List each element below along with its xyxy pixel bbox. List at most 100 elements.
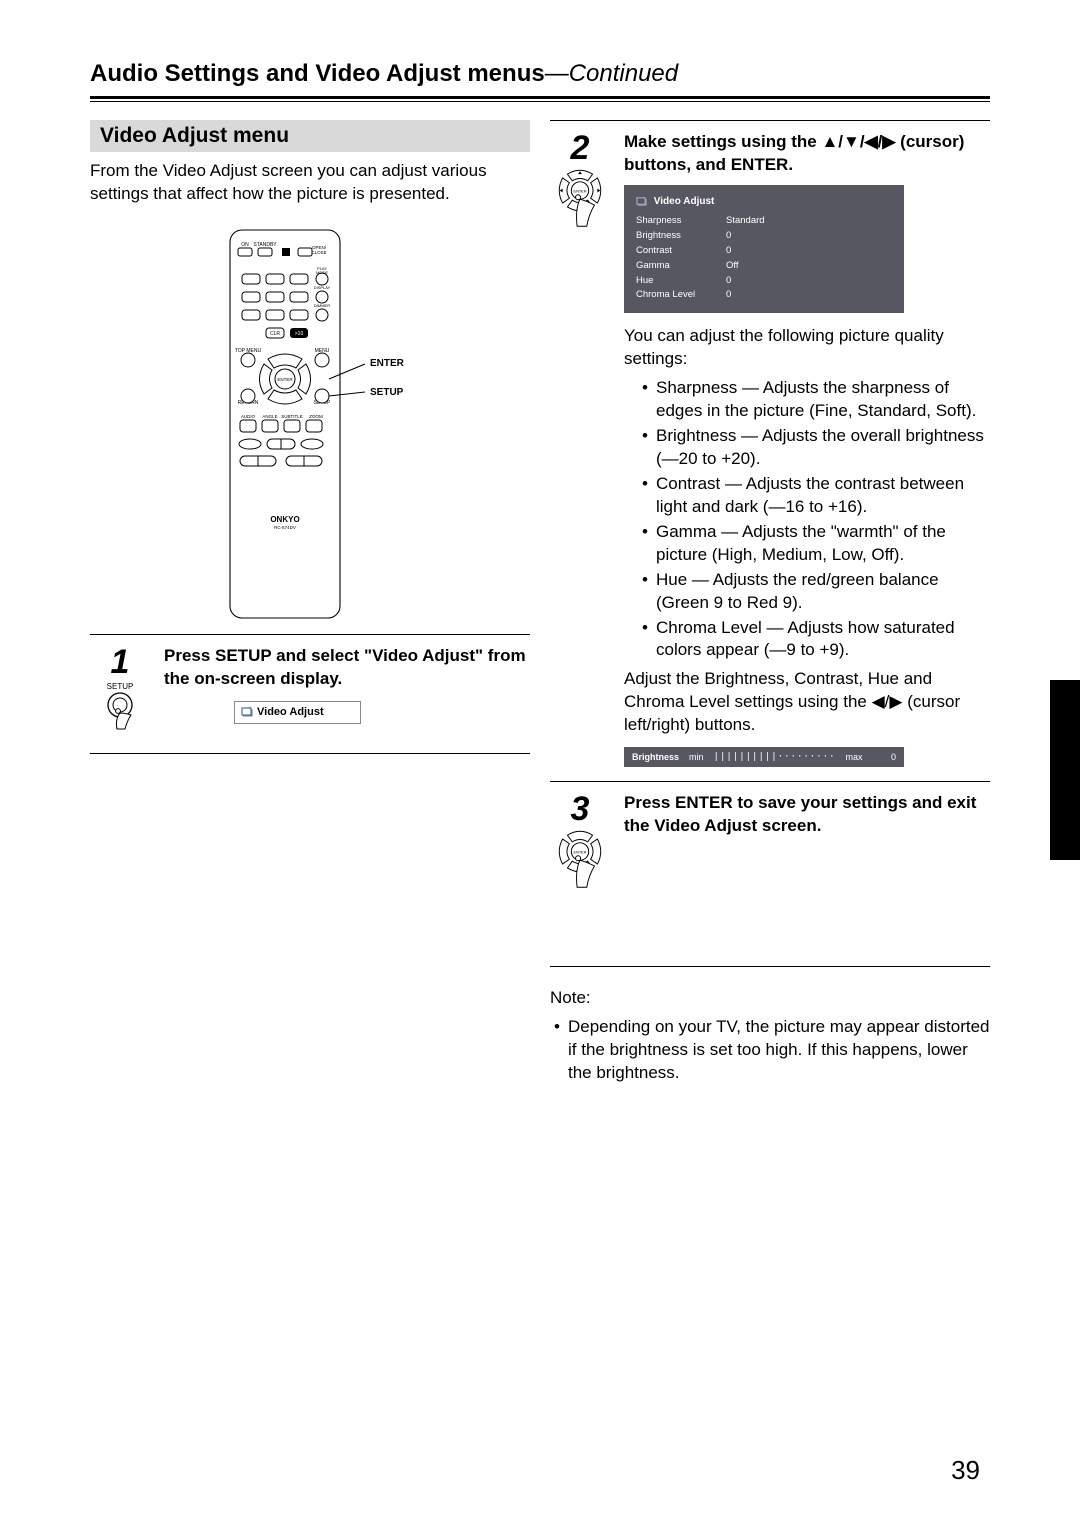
note-heading: Note: [550,987,990,1010]
section-heading: Video Adjust menu [90,120,530,152]
page-title-continued: —Continued [545,60,678,87]
step1-text: Press SETUP and select "Video Adjust" fr… [164,645,530,724]
svg-text:ENTER: ENTER [277,377,293,382]
step2-text: Make settings using the ▲/▼/◀/▶ (cursor)… [624,131,990,771]
remote-model: RC-574DV [274,525,296,530]
dpad-enter-icon: ENTER [552,826,608,906]
osd-panel-title-text: Video Adjust [654,196,715,207]
page-title-main: Audio Settings and Video Adjust menus [90,60,545,87]
remote-label-close: CLOSE [311,250,326,255]
svg-text:SUBTITLE: SUBTITLE [281,414,303,419]
step1-rule-bottom [90,753,530,754]
svg-text:ENTER: ENTER [573,851,586,855]
page-side-tab [1050,680,1080,860]
osd-row-value: 0 [726,289,806,302]
osd-panel-row: SharpnessStandard [636,214,892,229]
step2-number: 2 [558,131,602,165]
step3-text: Press ENTER to save your settings and ex… [624,792,990,838]
osd-row-label: Contrast [636,245,726,258]
page-number: 39 [951,1455,980,1486]
step2-heading: Make settings using the ▲/▼/◀/▶ (cursor)… [624,131,990,177]
right-column: 2 ENTER Make settings using t [550,120,990,1091]
slider-value: 0 [891,751,896,763]
callout-setup: SETUP [370,387,404,398]
step1-left: 1 SETUP [90,645,150,739]
left-column: Video Adjust menu From the Video Adjust … [90,120,530,1091]
remote-brand: ONKYO [270,515,299,524]
step2-bullets: Sharpness — Adjusts the sharpness of edg… [642,377,990,662]
osd-row-label: Chroma Level [636,289,726,302]
bullet-item: Contrast — Adjusts the contrast between … [642,473,990,519]
note-bullet: Depending on your TV, the picture may ap… [554,1016,990,1085]
svg-text:DIMMER: DIMMER [314,303,330,308]
step-2: 2 ENTER Make settings using t [550,131,990,771]
step1-rule-top [90,634,530,635]
osd-row-value: Off [726,260,806,273]
step2-left: 2 ENTER [550,131,610,245]
step1-number: 1 [98,645,142,679]
osd-row-label: Brightness [636,230,726,243]
slider-ticks: ||||||||||········· [714,751,836,763]
svg-text:ZOOM: ZOOM [309,414,323,419]
step3-bold: Press ENTER to save your settings and ex… [624,793,976,835]
step3-rule-bottom [550,966,990,967]
slider-label: Brightness [632,751,679,763]
content-columns: Video Adjust menu From the Video Adjust … [90,120,990,1091]
osd-panel-row: Hue0 [636,274,892,289]
slider-max: max [845,751,862,763]
step1-osd-label: Video Adjust [257,706,324,718]
remote-label-on: ON [241,242,249,248]
step3-number: 3 [558,792,602,826]
note-section: Note: Depending on your TV, the picture … [550,987,990,1085]
step2-rule-top [550,120,990,121]
svg-text:>10: >10 [295,331,304,337]
svg-text:ENTER: ENTER [573,189,586,193]
osd-panel-row: Contrast0 [636,244,892,259]
bullet-item: Sharpness — Adjusts the sharpness of edg… [642,377,990,423]
osd-panel-title: Video Adjust [636,195,892,209]
slider-min: min [689,751,704,763]
osd-panel-row: GammaOff [636,259,892,274]
callout-enter: ENTER [370,358,405,369]
osd-row-value: 0 [726,245,806,258]
bullet-item: Brightness — Adjusts the overall brightn… [642,425,990,471]
bullet-item: Gamma — Adjusts the "warmth" of the pict… [642,521,990,567]
step3-rule-top [550,781,990,782]
setup-button-icon: SETUP [92,679,148,739]
step2-after-panel: You can adjust the following picture qua… [624,325,990,371]
remote-illustration: ON STANDBY OPEN/ CLOSE PLAY MODE DISPLAY [170,224,450,624]
bullet-item: Chroma Level — Adjusts how saturated col… [642,617,990,663]
svg-text:DISPLAY: DISPLAY [314,285,331,290]
osd-panel-row: Chroma Level0 [636,288,892,303]
video-adjust-icon [241,706,253,718]
bullet-item: Hue — Adjusts the red/green balance (Gre… [642,569,990,615]
step2-adjust-note: Adjust the Brightness, Contrast, Hue and… [624,668,990,737]
video-adjust-icon [636,196,647,207]
dpad-enter-icon: ENTER [552,165,608,245]
osd-row-value: 0 [726,230,806,243]
svg-text:AUDIO: AUDIO [241,414,256,419]
step2-osd-panel: Video Adjust SharpnessStandardBrightness… [624,185,904,313]
osd-row-value: Standard [726,215,806,228]
osd-row-label: Gamma [636,260,726,273]
osd-row-label: Sharpness [636,215,726,228]
osd-panel-rows: SharpnessStandardBrightness0Contrast0Gam… [636,214,892,303]
step-3: 3 ENTER Press ENTER to save your setting… [550,792,990,906]
remote-label-standby: STANDBY [253,242,277,248]
page-title: Audio Settings and Video Adjust menus—Co… [90,60,990,92]
osd-panel-row: Brightness0 [636,229,892,244]
svg-text:CLR: CLR [270,331,280,337]
svg-text:ANGLE: ANGLE [262,414,277,419]
title-rule-thick [90,96,990,99]
osd-row-label: Hue [636,275,726,288]
step1-bold: Press SETUP and select "Video Adjust" fr… [164,646,526,688]
svg-text:MODE: MODE [316,270,328,275]
brightness-slider: Brightness min ||||||||||········· max 0 [624,747,904,767]
setup-icon-label: SETUP [107,682,134,691]
step1-osd-box: Video Adjust [234,701,361,724]
title-rule-thin [90,101,990,102]
section-intro: From the Video Adjust screen you can adj… [90,160,530,206]
step-1: 1 SETUP Press SETUP and select "Video Ad… [90,645,530,739]
osd-row-value: 0 [726,275,806,288]
step3-left: 3 ENTER [550,792,610,906]
